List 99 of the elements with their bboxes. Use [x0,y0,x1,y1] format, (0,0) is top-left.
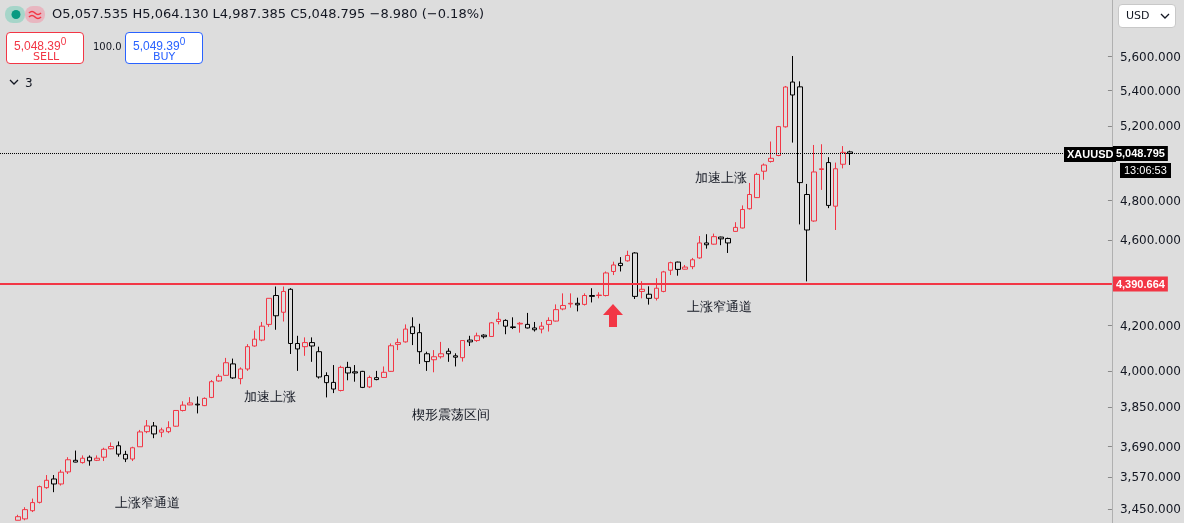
annotation: 3 [25,76,33,90]
candlestick [453,352,458,367]
candlestick [819,143,824,191]
candlestick [316,346,322,380]
candlestick [159,427,164,438]
annotation: 5,049.39$^{0}$ [133,36,186,53]
candlestick [539,321,544,334]
candlestick [496,311,501,325]
candlestick [395,338,401,351]
candlestick [202,396,207,407]
annotation: XAUUSD [1064,147,1117,162]
candlestick [761,163,767,181]
candlestick [30,498,35,513]
y-tick-label: 3,450.000 [1119,502,1182,517]
candlestick [116,440,121,458]
candlestick [259,321,265,342]
candlestick [288,287,293,355]
candlestick [94,454,100,462]
candlestick [37,485,42,504]
candlestick [245,343,250,372]
candlestick [625,250,630,263]
candlestick [646,285,652,306]
candlestick [525,312,530,329]
y-tick-label: 3,690.000 [1119,439,1182,454]
y-tick-label: 5,600.000 [1119,49,1182,64]
y-tick-label: 5,400.000 [1119,83,1182,98]
candlestick [790,55,795,144]
text: 13:06:53 [1120,163,1171,178]
y-tick-label: 4,800.000 [1119,193,1182,208]
candlestick [281,286,286,323]
candlestick [582,292,587,306]
candlestick [367,375,372,389]
candlestick [80,454,85,465]
annotation: BUY [153,50,176,63]
ref-line-label: 5,048.795 [1115,147,1165,160]
annotation: 上涨窄通道 [115,495,180,510]
candlestick [668,261,673,276]
candlestick [166,420,171,434]
candlestick [690,257,695,270]
candlestick [73,450,78,463]
candlestick [388,342,394,373]
candlestick [568,292,573,309]
candlestick [489,321,494,338]
candlestick [101,447,107,462]
candlestick [460,339,465,363]
annotation: SELL [33,50,60,63]
candlestick [611,261,616,276]
candlestick [783,85,788,129]
candlestick [403,323,408,344]
candlestick [209,379,214,399]
annotation: O5,057.535 H5,064.130 L4,987.385 C5,048.795 −8.980 (−0.18%) [52,6,485,21]
annotation: 加速上涨 [244,389,296,404]
ref-line-label: 4,390.664 [1115,278,1166,291]
candlestick [510,316,516,330]
candlestick [360,370,365,389]
candlestick [195,395,200,414]
candlestick [517,321,523,334]
y-tick-label: 3,570.000 [1119,470,1182,485]
candlestick [410,316,415,346]
candlestick [733,221,738,233]
candlestick [123,450,128,463]
candlestick [575,297,580,312]
candlestick [833,162,838,231]
candlestick [503,318,508,335]
candlestick [331,364,336,394]
annotation: 100.0 [93,41,122,52]
candlestick [704,233,709,250]
candlestick [697,235,702,260]
candlestick [826,156,831,209]
y-tick-label: 4,600.000 [1119,233,1182,248]
candlestick [130,446,135,462]
candlestick [324,371,329,398]
candlestick [754,172,760,199]
candlestick [252,329,257,348]
candlestick [740,204,745,229]
candlestick [618,256,623,272]
annotation: 5,048.39$^{0}$ [14,36,67,53]
annotation: 楔形震荡区间 [412,407,490,422]
candlestick [216,373,222,383]
y-tick-label: 3,850.000 [1119,399,1182,414]
candlestick [747,182,752,211]
candlestick [446,347,451,363]
candlestick [44,474,49,490]
candlestick [87,454,92,467]
candlestick [417,323,422,365]
candlestick [532,321,537,333]
candlestick [108,441,114,450]
y-tick-label: 5,200.000 [1119,118,1182,133]
y-tick-label: 4,200.000 [1119,318,1182,333]
y-tick-label: 4,000.000 [1119,364,1182,379]
candlestick [295,335,300,372]
candlestick [776,125,781,157]
text: USD [1126,9,1150,22]
annotation: 上涨窄通道 [687,299,752,314]
candlestick [381,365,387,379]
annotation: 加速上涨 [695,170,747,185]
candlestick [768,141,774,164]
candlestick [238,366,243,385]
candlestick [374,370,379,381]
